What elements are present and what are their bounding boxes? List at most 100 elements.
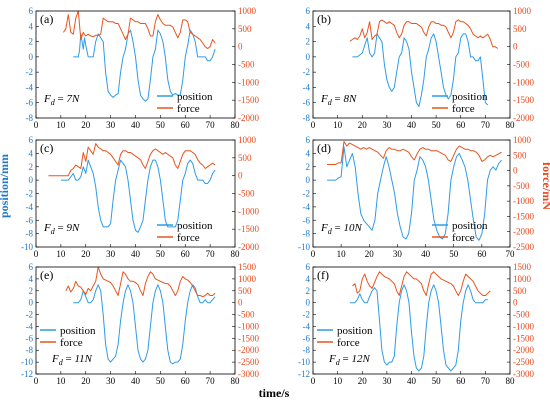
x-tick-label: 20: [81, 120, 91, 130]
right-tick-label: -1000: [238, 321, 259, 331]
right-tick-label: -2000: [238, 113, 259, 123]
right-tick-label: 500: [513, 286, 527, 296]
left-tick-label: -4: [26, 202, 34, 212]
left-tick-label: 0: [306, 175, 311, 185]
fd-label: Fd = 9N: [43, 222, 80, 236]
left-tick-label: -10: [298, 357, 310, 367]
left-tick-label: 4: [306, 274, 311, 284]
x-tick-label: 30: [106, 249, 116, 259]
left-axis-title: position/mm: [0, 154, 11, 218]
panel-5: 0 10 20 30 40 50 60 70 80 -12 -10 -8 -6 -4-2 0 2 4 6 -3000…: [21, 262, 259, 386]
x-tick-label: 10: [337, 249, 347, 259]
position-legend-label: position: [177, 220, 213, 232]
panel-3: 0 10 20 30 40 50 60 70 80 -10 -8 -6 -4 -2 0 2 4 6 -2000 -15…: [21, 135, 259, 259]
left-tick-label: 2: [306, 162, 311, 172]
position-legend-label: position: [60, 325, 96, 337]
left-tick-label: 4: [29, 21, 34, 31]
left-tick-label: -6: [26, 98, 34, 108]
left-tick-label: -2: [303, 189, 311, 199]
right-tick-label: -500: [238, 310, 255, 320]
right-tick-label: -3000: [238, 369, 259, 379]
right-axis-title: force/mN: [540, 162, 550, 210]
fd-label: Fd = 12N: [328, 353, 370, 367]
position-legend-label: position: [177, 91, 213, 103]
x-tick-label: 70: [506, 249, 516, 259]
fd-label: Fd = 11N: [51, 353, 93, 367]
right-tick-label: -1500: [513, 95, 534, 105]
position-legend-label: position: [452, 91, 488, 103]
left-tick-label: -6: [26, 215, 34, 225]
left-tick-label: -2: [26, 189, 34, 199]
force-line: [352, 271, 491, 296]
right-tick-label: -2000: [238, 242, 259, 252]
right-tick-label: 0: [238, 171, 243, 181]
left-tick-label: 0: [29, 298, 34, 308]
x-tick-label: 0: [34, 376, 39, 386]
left-tick-label: 4: [29, 274, 34, 284]
left-tick-label: 2: [306, 37, 311, 47]
left-tick-label: 6: [29, 6, 34, 16]
left-tick-label: -6: [303, 215, 311, 225]
left-tick-label: -12: [21, 369, 33, 379]
force-legend-label: force: [60, 337, 83, 349]
x-tick-label: 60: [181, 376, 191, 386]
panel-label: (a): [40, 12, 53, 26]
left-tick-label: -2: [26, 310, 34, 320]
left-tick-label: -8: [303, 345, 311, 355]
right-tick-label: -1000: [513, 196, 534, 206]
left-tick-label: -4: [303, 82, 311, 92]
right-tick-label: -2000: [513, 345, 534, 355]
x-tick-label: 50: [432, 120, 442, 130]
panel-4: 0 10 20 30 40 50 60 70 -10 -8 -6 -4 -2 0 2 4 6 -2500 -2000…: [298, 135, 534, 259]
left-tick-label: -8: [303, 113, 311, 123]
x-tick-label: 10: [56, 120, 66, 130]
left-tick-label: -8: [303, 229, 311, 239]
x-tick-label: 40: [131, 249, 141, 259]
left-tick-label: 2: [29, 162, 34, 172]
left-tick-label: -4: [303, 321, 311, 331]
panel-6: 0 10 20 30 40 50 60 70 80 -12 -10 -8 -6 -4-2 0 2 4 6 -3000…: [298, 262, 534, 386]
x-tick-label: 60: [181, 120, 191, 130]
force-line: [48, 143, 216, 177]
position-legend-label: position: [337, 325, 373, 337]
left-tick-label: 4: [306, 21, 311, 31]
x-tick-label: 0: [311, 249, 316, 259]
panel-2: 0 10 20 30 40 50 60 70 80 -8 -6 -4 -2 0 2 4 6 -2000 -1500 -…: [303, 6, 535, 130]
x-tick-label: 60: [456, 120, 466, 130]
bottom-axis-title: time/s: [259, 386, 290, 400]
right-tick-label: 1000: [238, 274, 257, 284]
right-tick-label: -1500: [513, 211, 534, 221]
left-tick-label: 2: [306, 286, 311, 296]
left-tick-label: 0: [29, 52, 34, 62]
right-tick-label: 0: [238, 42, 243, 52]
left-tick-label: -10: [21, 357, 33, 367]
x-tick-label: 60: [477, 249, 487, 259]
right-tick-label: -500: [513, 60, 530, 70]
position-line: [73, 29, 216, 102]
right-tick-label: -1500: [238, 224, 259, 234]
x-tick-label: 70: [481, 120, 491, 130]
right-tick-label: -2000: [238, 345, 259, 355]
right-tick-label: 1000: [513, 274, 532, 284]
x-tick-label: 80: [231, 120, 241, 130]
x-tick-label: 70: [481, 376, 491, 386]
right-tick-label: 1500: [513, 262, 532, 272]
right-tick-label: 0: [513, 298, 518, 308]
x-tick-label: 10: [333, 120, 343, 130]
x-tick-label: 60: [181, 249, 191, 259]
panel-label: (e): [40, 268, 53, 282]
right-tick-label: 1000: [513, 6, 532, 16]
right-tick-label: -2500: [513, 242, 534, 252]
right-tick-label: -3000: [513, 369, 534, 379]
panel-label: (f): [317, 268, 329, 282]
panel-label: (c): [40, 141, 53, 155]
x-tick-label: 50: [156, 120, 166, 130]
right-tick-label: -2500: [513, 357, 534, 367]
force-legend-label: force: [452, 232, 475, 244]
x-tick-label: 30: [382, 376, 392, 386]
position-line: [60, 159, 216, 233]
force-legend-label: force: [337, 337, 360, 349]
